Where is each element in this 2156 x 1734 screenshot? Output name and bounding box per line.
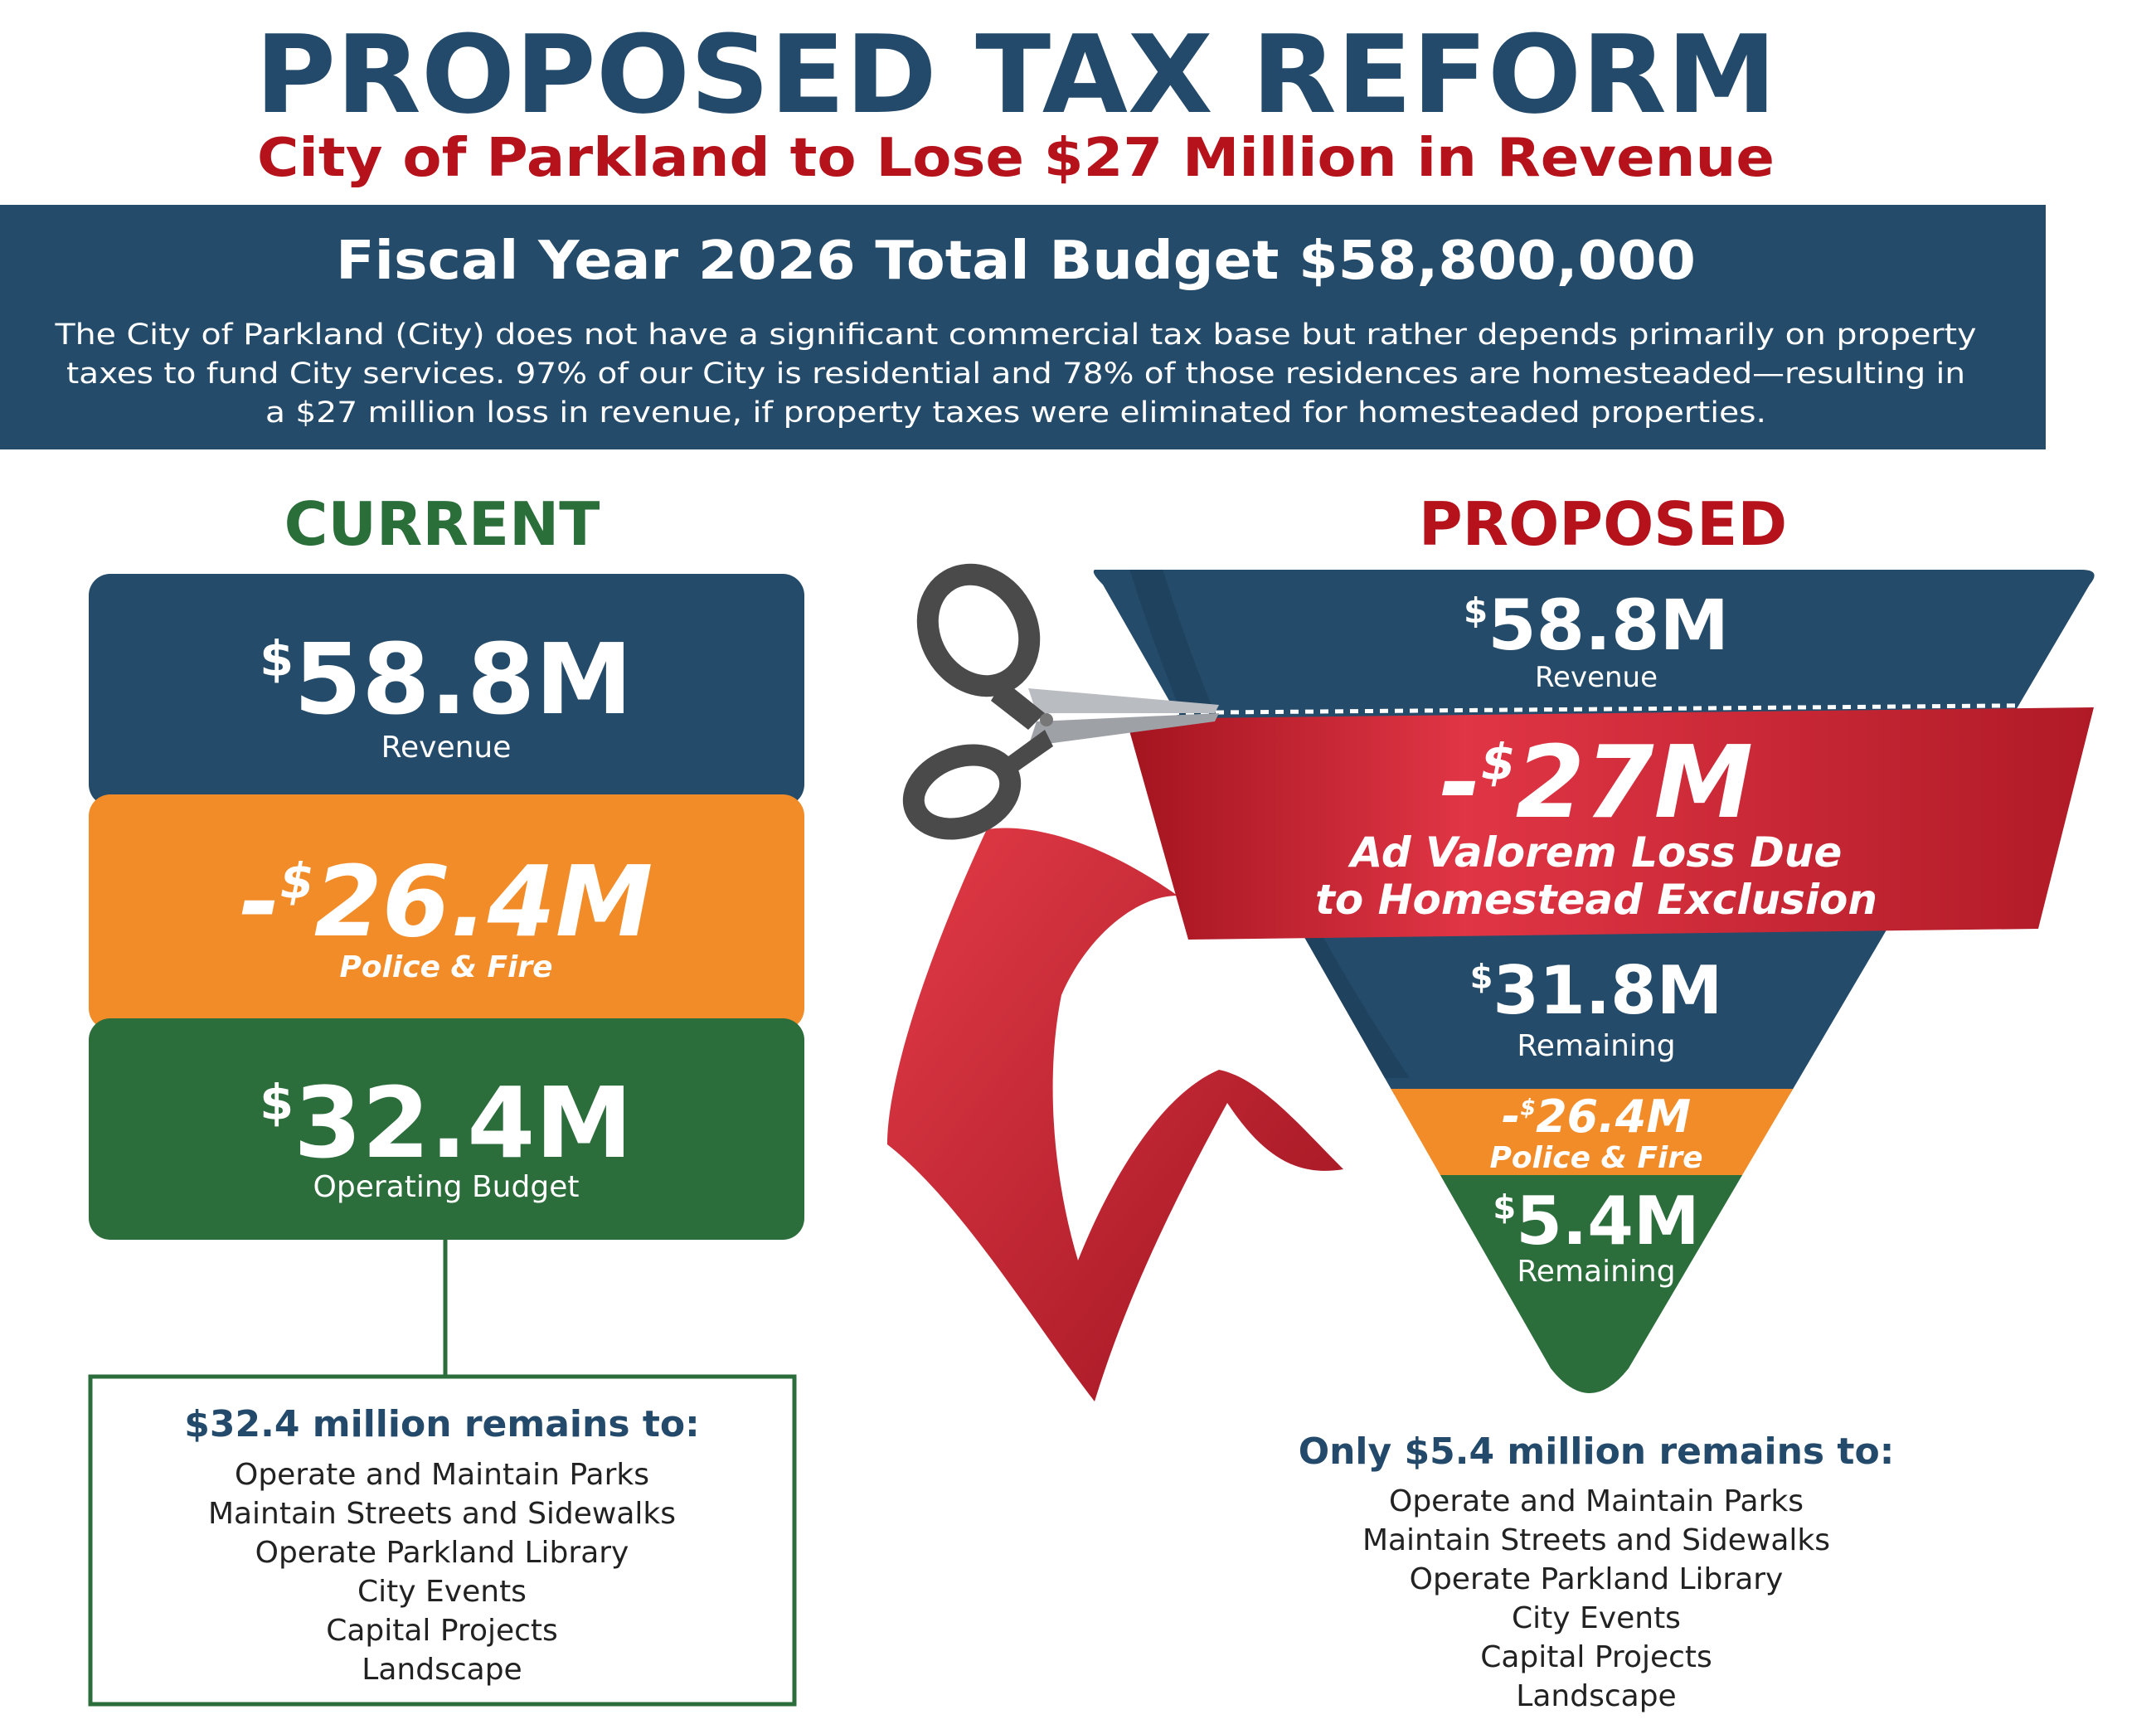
loss-band [1126, 707, 2094, 940]
operating-box [89, 1018, 804, 1240]
title: PROPOSED TAX REFORM [255, 12, 1777, 138]
figure-amount: 27M [1516, 726, 1753, 841]
banner-text: taxes to fund City services. 97% of our … [66, 357, 1965, 391]
figure-amount: 58.8M [294, 622, 633, 736]
figure: $58.8M [260, 622, 633, 736]
banner-title: Fiscal Year 2026 Total Budget $58,800,00… [336, 231, 1696, 292]
figure-sign: - [240, 844, 280, 959]
remains-item: City Events [1512, 1601, 1681, 1635]
figure: -$27M [1440, 726, 1753, 841]
figure-label: Remaining [1517, 1255, 1675, 1289]
scissors [902, 563, 1219, 840]
figure-label: Revenue [381, 731, 512, 765]
figure-currency: $ [260, 630, 294, 687]
figure-currency: $ [1470, 959, 1493, 997]
figure-currency: $ [1464, 590, 1488, 631]
figure-label: Operating Budget [313, 1170, 580, 1204]
figure-amount: 31.8M [1493, 952, 1722, 1029]
revenue-box [89, 574, 804, 806]
figure-amount: 26.4M [1536, 1090, 1691, 1143]
remains-heading: Only $5.4 million remains to: [1299, 1430, 1895, 1473]
remains-item: Capital Projects [326, 1614, 558, 1648]
remains-item: Operate and Maintain Parks [235, 1458, 649, 1492]
banner-text: a $27 million loss in revenue, if proper… [265, 396, 1766, 430]
current-heading: CURRENT [284, 489, 600, 559]
proposed-heading: PROPOSED [1419, 489, 1787, 559]
figure: $5.4M [1493, 1183, 1699, 1260]
figure-amount: 5.4M [1516, 1183, 1699, 1260]
figure: $32.4M [260, 1066, 633, 1180]
figure-currency: $ [280, 852, 314, 910]
remains-item: Operate Parkland Library [1410, 1562, 1784, 1596]
figure: $58.8M [1464, 585, 1729, 666]
banner [0, 205, 2046, 449]
remains-item: Maintain Streets and Sidewalks [208, 1497, 676, 1531]
subtitle: City of Parkland to Lose $27 Million in … [257, 128, 1775, 189]
figure-amount: 32.4M [294, 1066, 633, 1180]
figure-currency: $ [260, 1074, 294, 1131]
figure: $31.8M [1470, 952, 1723, 1029]
figure-amount: 58.8M [1488, 585, 1729, 666]
remains-box [88, 1374, 797, 1707]
figure-label: Remaining [1517, 1029, 1675, 1063]
figure-sign: - [1440, 726, 1481, 841]
remains-item: Maintain Streets and Sidewalks [1362, 1523, 1830, 1557]
ribbon [887, 828, 1343, 1401]
cut-line [1125, 702, 2095, 716]
remains-item: Landscape [362, 1653, 522, 1687]
figure-label: to Homestead Exclusion [1315, 876, 1877, 924]
figure-label: Revenue [1535, 661, 1658, 694]
police-box [89, 794, 804, 1030]
remains-item: Operate Parkland Library [255, 1536, 629, 1570]
remains-item: Landscape [1516, 1679, 1676, 1713]
figure-currency: $ [1481, 733, 1516, 791]
banner-text: The City of Parkland (City) does not hav… [54, 318, 1976, 352]
figure-label: Police & Fire [1489, 1141, 1702, 1175]
figure-currency: $ [1520, 1095, 1536, 1120]
remains-item: Operate and Maintain Parks [1389, 1484, 1804, 1518]
figure: -$26.4M [240, 844, 653, 959]
figure-currency: $ [1493, 1189, 1516, 1227]
figure-amount: 26.4M [314, 844, 653, 959]
remains-item: City Events [357, 1575, 527, 1609]
remains-heading: $32.4 million remains to: [184, 1403, 699, 1445]
remains-item: Capital Projects [1480, 1640, 1712, 1674]
figure-label: Ad Valorem Loss Due [1348, 828, 1843, 877]
figure-label: Police & Fire [339, 950, 552, 984]
figure-sign: - [1502, 1090, 1520, 1143]
figure: -$26.4M [1502, 1090, 1691, 1143]
